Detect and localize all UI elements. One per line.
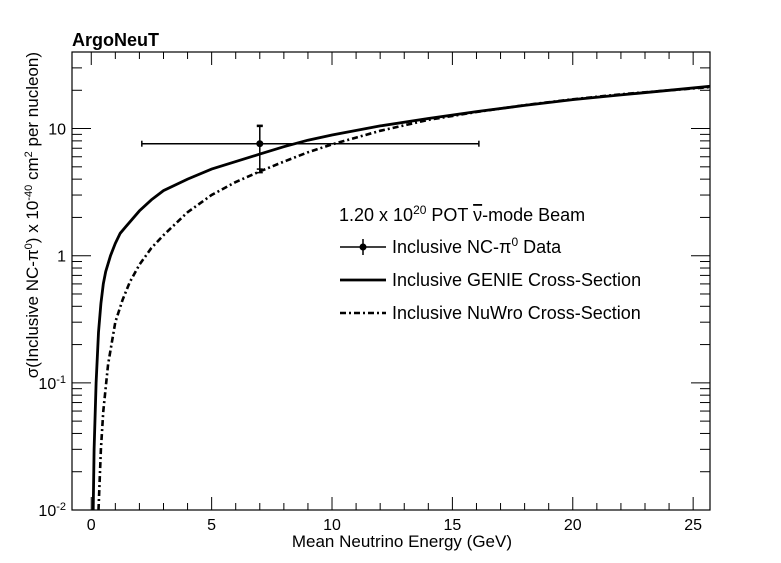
legend: 1.20 x 1020 POT ν-mode Beam Inclusive NC-…: [339, 203, 641, 323]
y-tick-label: 10-1: [38, 374, 66, 393]
x-tick-label: 10: [323, 517, 341, 534]
x-tick-label: 15: [443, 517, 461, 534]
legend-header: 1.20 x 1020 POT ν-mode Beam: [339, 203, 585, 225]
y-axis-label-text: σ(Inclusive NC-π0) x 10-40 cm2 per nucle…: [23, 52, 42, 378]
plot-frame: [71, 51, 711, 511]
plot-area: [71, 51, 711, 511]
chart-title: ArgoNeuT: [72, 30, 159, 50]
x-tick-label: 25: [684, 517, 702, 534]
genie-curve: [91, 84, 711, 511]
axis-ticks: 0 5 10 15 20 25 10-2 10-1 1 10: [38, 51, 710, 534]
x-axis-label: Mean Neutrino Energy (GeV): [292, 532, 512, 551]
y-tick-label: 10: [48, 122, 66, 139]
x-tick-label: 20: [564, 517, 582, 534]
y-axis-label: σ(Inclusive NC-π0) x 10-40 cm2 per nucle…: [23, 52, 42, 378]
x-tick-label: 0: [87, 517, 96, 534]
legend-entry-label: Inclusive NuWro Cross-Section: [392, 303, 641, 323]
series-curves: [91, 84, 711, 511]
x-tick-label: 5: [207, 517, 216, 534]
legend-data-marker: [359, 243, 367, 251]
data-point-group: [141, 124, 480, 174]
data-marker: [256, 140, 264, 148]
nuwro-curve: [97, 85, 711, 511]
y-tick-label: 1: [57, 249, 66, 266]
legend-entry-label: Inclusive GENIE Cross-Section: [392, 270, 641, 290]
legend-entry-label: Inclusive NC-π0 Data: [392, 235, 562, 257]
y-tick-label: 10-2: [38, 501, 66, 520]
